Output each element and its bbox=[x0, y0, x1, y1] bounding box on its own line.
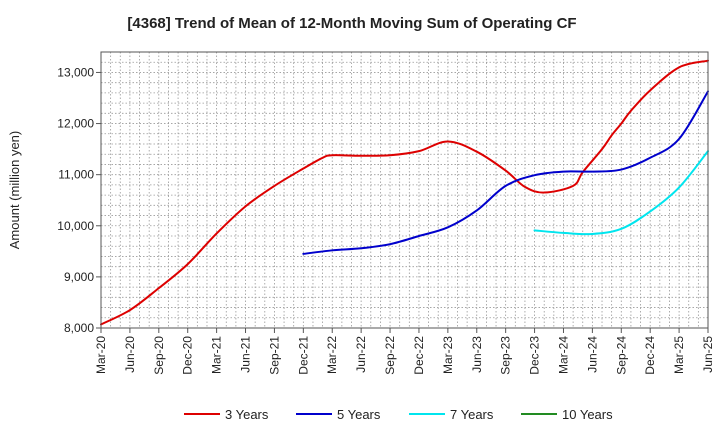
x-tick-label: Dec-20 bbox=[181, 336, 195, 375]
x-tick-label: Mar-20 bbox=[94, 336, 108, 374]
x-tick-label: Mar-22 bbox=[325, 336, 339, 374]
legend-label-3-years: 3 Years bbox=[225, 407, 269, 422]
x-tick-label: Dec-23 bbox=[528, 336, 542, 375]
x-tick-label: Sep-23 bbox=[499, 336, 513, 375]
x-tick-label: Jun-20 bbox=[123, 336, 137, 373]
legend-label-7-years: 7 Years bbox=[450, 407, 494, 422]
x-tick-label: Sep-20 bbox=[152, 336, 166, 375]
x-tick-label: Jun-22 bbox=[354, 336, 368, 373]
series-layer bbox=[100, 59, 709, 326]
x-tick-label: Mar-23 bbox=[441, 336, 455, 374]
legend-label-5-years: 5 Years bbox=[337, 407, 381, 422]
y-tick-label: 10,000 bbox=[57, 219, 94, 233]
x-tick-label: Mar-25 bbox=[672, 336, 686, 374]
x-tick-label: Jun-21 bbox=[239, 336, 253, 373]
y-tick-label: 12,000 bbox=[57, 117, 94, 131]
grid-lines bbox=[101, 51, 708, 328]
series-line-3-years bbox=[100, 59, 709, 326]
x-tick-label: Jun-24 bbox=[585, 336, 599, 373]
plot-area bbox=[101, 52, 708, 328]
x-tick-label: Sep-21 bbox=[267, 336, 281, 375]
x-tick-label: Mar-24 bbox=[556, 336, 570, 374]
x-tick-label: Mar-21 bbox=[210, 336, 224, 374]
legend-label-10-years: 10 Years bbox=[562, 407, 613, 422]
y-axis: 8,000 9,000 10,000 11,000 12,000 13,000 bbox=[57, 65, 101, 335]
series-line-7-years bbox=[533, 150, 709, 236]
x-tick-label: Dec-22 bbox=[412, 336, 426, 375]
plot-frame bbox=[100, 51, 709, 329]
legend: 3 Years 5 Years 7 Years 10 Years bbox=[184, 407, 613, 422]
x-axis: Mar-20 Jun-20 Sep-20 Dec-20 Mar-21 Jun-21 Sep-… bbox=[94, 328, 715, 375]
x-tick-label: Sep-22 bbox=[383, 336, 397, 375]
y-tick-label: 13,000 bbox=[57, 65, 94, 79]
y-tick-label: 11,000 bbox=[58, 168, 94, 182]
x-tick-label: Dec-24 bbox=[643, 336, 657, 375]
x-tick-label: Jun-23 bbox=[470, 336, 484, 373]
y-axis-title: Amount (million yen) bbox=[7, 131, 22, 250]
chart-title: [4368] Trend of Mean of 12-Month Moving … bbox=[127, 15, 576, 32]
y-tick-label: 9,000 bbox=[64, 270, 94, 284]
x-tick-label: Sep-24 bbox=[614, 336, 628, 375]
y-tick-label: 8,000 bbox=[64, 321, 94, 335]
series-line-5-years bbox=[302, 90, 709, 255]
x-tick-label: Dec-21 bbox=[296, 336, 310, 375]
x-tick-label: Jun-25 bbox=[701, 336, 715, 373]
